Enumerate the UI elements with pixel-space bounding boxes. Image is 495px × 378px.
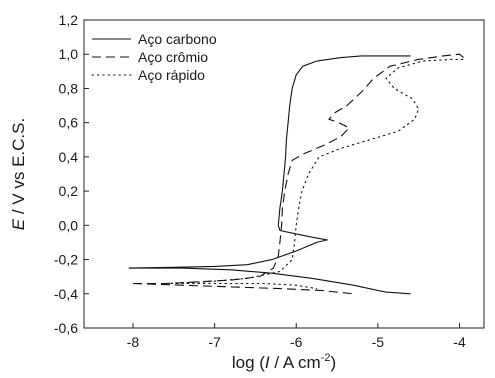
legend: Aço carbono Aço crômio Aço rápido [91, 31, 217, 83]
x-axis-title: log (I / A cm-2) [232, 352, 336, 372]
y-tick-label: 1,2 [59, 12, 79, 28]
y-tick-label: 0,4 [59, 149, 79, 165]
y-tick-label: 0,8 [59, 80, 79, 96]
series-line-aco-rapido-cathodic [165, 282, 318, 290]
x-tick-label: -4 [453, 334, 466, 350]
series-line-aco-carbono-cathodic [128, 267, 411, 295]
series-line-aco-cromio [133, 53, 464, 285]
series-line-aco-cromio-cathodic [132, 282, 354, 295]
series-line-aco-carbono [128, 55, 411, 269]
x-axis: -8 -7 -6 -5 -4 [127, 323, 466, 350]
plot-frame [83, 19, 485, 329]
series-layer [128, 53, 465, 295]
x-tick-label: -5 [372, 334, 385, 350]
y-axis: -0,6 -0,4 -0,2 0,0 0,2 0,4 0,6 0,8 1,0 1,2 [54, 12, 89, 336]
y-tick-label: 0,2 [59, 183, 79, 199]
series-line-aco-rapido [165, 58, 465, 285]
x-tick-label: -6 [290, 334, 303, 350]
y-axis-title: E / V vs E.C.S. [9, 118, 28, 230]
legend-label-aco-carbono: Aço carbono [138, 31, 217, 47]
x-tick-label: -7 [208, 334, 221, 350]
x-tick-label: -8 [127, 334, 140, 350]
y-tick-label: 0,0 [59, 217, 79, 233]
y-tick-label: 0,6 [59, 115, 79, 131]
legend-label-aco-rapido: Aço rápido [138, 67, 205, 83]
y-tick-label: -0,2 [54, 252, 78, 268]
y-tick-label: 1,0 [59, 46, 79, 62]
legend-label-aco-cromio: Aço crômio [138, 49, 208, 65]
y-tick-label: -0,6 [54, 320, 78, 336]
y-tick-label: -0,4 [54, 286, 78, 302]
